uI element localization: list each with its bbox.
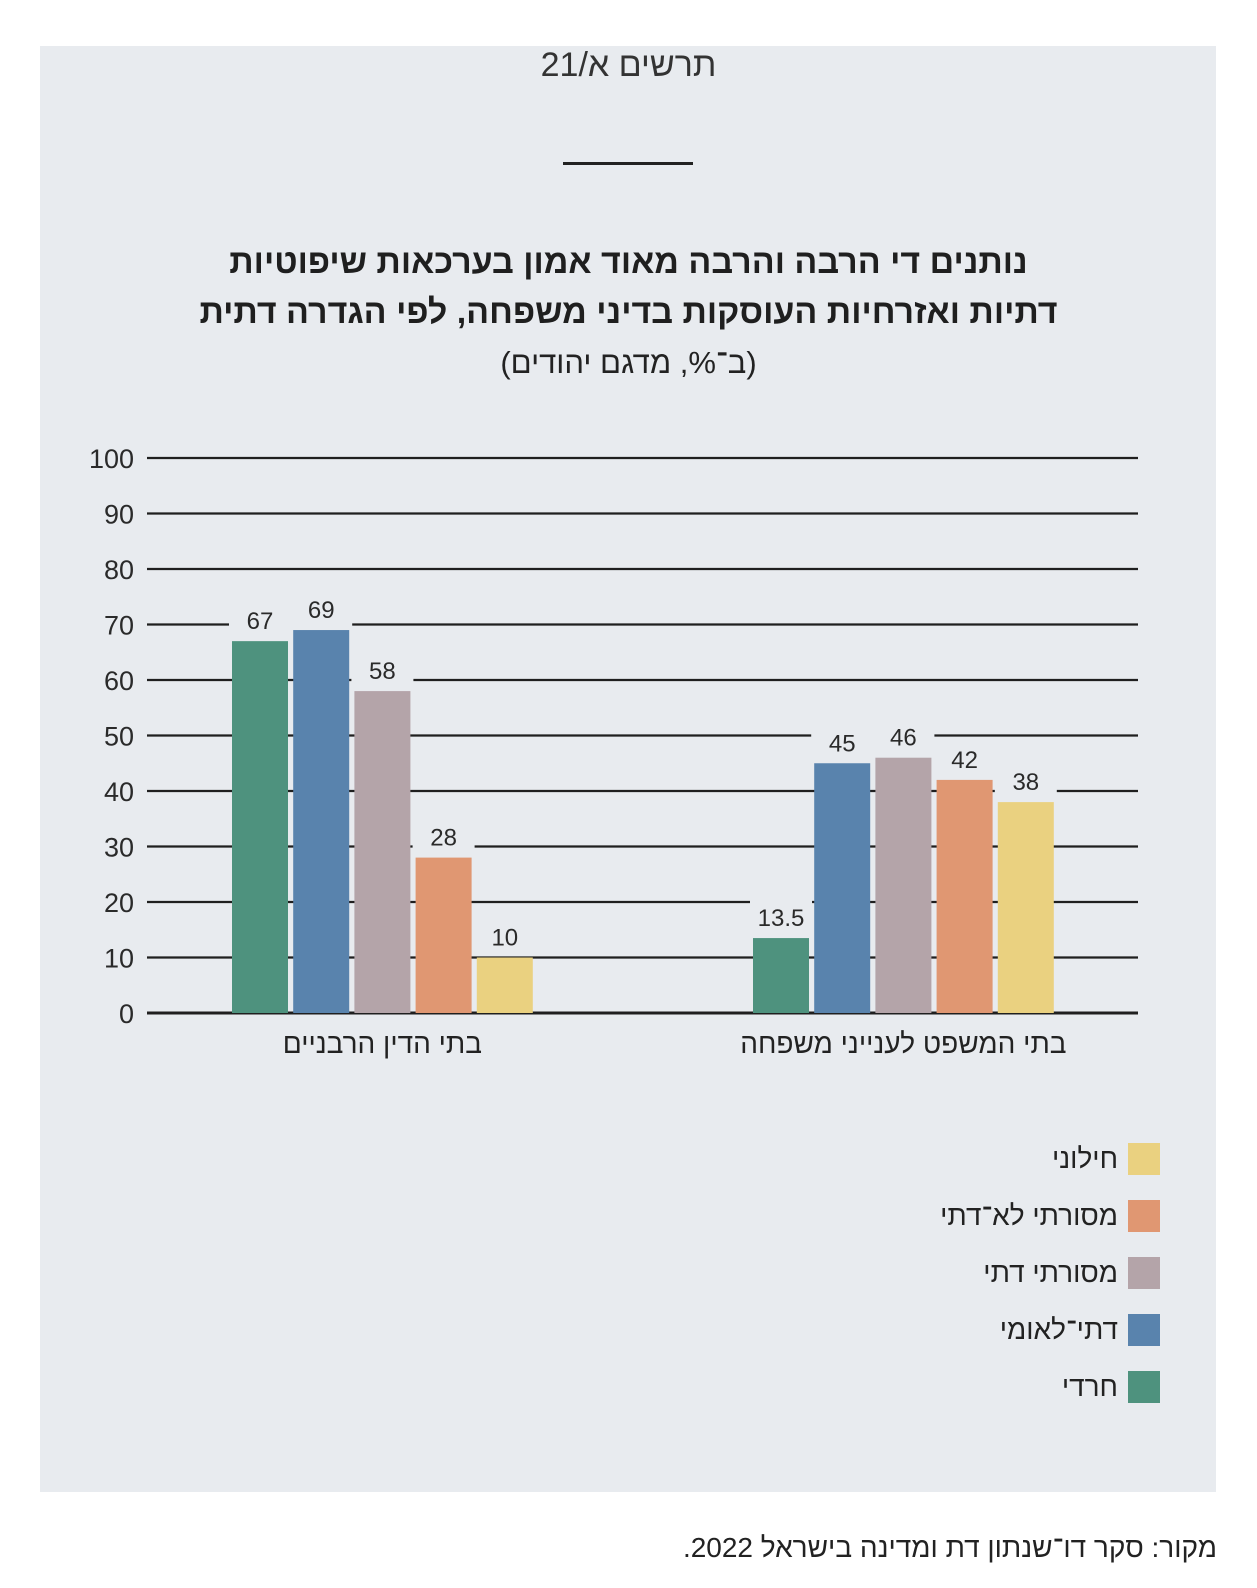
- y-tick-label: 20: [104, 888, 134, 918]
- legend-swatch: [1128, 1257, 1160, 1289]
- bar-value-label: 69: [308, 597, 335, 624]
- legend-swatch: [1128, 1371, 1160, 1403]
- x-category-label: בתי המשפט לענייני משפחה: [740, 1028, 1066, 1059]
- bar-label-bg: [994, 764, 1057, 801]
- bar-label-bg: [351, 653, 414, 690]
- bar-value-label: 45: [829, 730, 856, 757]
- y-tick-label: 90: [104, 500, 134, 530]
- legend-label: מסורתי לא־דתי: [940, 1200, 1118, 1231]
- chart-title-line-2: דתיות ואזרחיות העוסקות בדיני משפחה, לפי …: [199, 293, 1058, 331]
- legend-swatch: [1128, 1143, 1160, 1175]
- bar-value-label: 38: [1012, 769, 1039, 796]
- bar: [814, 763, 871, 1013]
- y-tick-label: 30: [104, 833, 134, 863]
- figure-label: תרשים א/21: [540, 46, 717, 84]
- bar-label-bg: [290, 592, 353, 629]
- bar-value-label: 28: [430, 825, 457, 852]
- y-tick-label: 80: [104, 555, 134, 585]
- legend-swatch: [1128, 1314, 1160, 1346]
- bar-label-bg: [412, 819, 475, 856]
- bar-chart: 0 10 20 30 40 50 60 70 80 90 100 67 69 58 28 10 בתי הדין…: [89, 444, 1138, 1059]
- legend-label: חילוני: [1052, 1143, 1118, 1174]
- y-tick-label: 0: [119, 999, 134, 1029]
- bar-value-label: 67: [247, 608, 274, 635]
- bar: [936, 779, 993, 1013]
- chart-title-line-1: נותנים די הרבה והרבה מאוד אמון בערכאות ש…: [229, 243, 1028, 281]
- y-tick-label: 70: [104, 611, 134, 641]
- bar-label-bg: [229, 603, 291, 640]
- y-tick-label: 50: [104, 722, 134, 752]
- source-note: מקור: סקר דו־שנתון דת ומדינה בישראל 2022…: [682, 1532, 1217, 1563]
- bar-value-label: 42: [951, 747, 978, 774]
- legend-item: דתי־לאומי: [1000, 1313, 1160, 1347]
- bar-label-bg: [933, 741, 996, 778]
- legend-swatch: [1128, 1200, 1160, 1232]
- y-tick-label: 60: [104, 666, 134, 696]
- y-tick-label: 40: [104, 777, 134, 807]
- legend-label: חרדי: [1061, 1371, 1118, 1402]
- legend-item: מסורתי לא־דתי: [940, 1199, 1160, 1233]
- legend-item: מסורתי דתי: [983, 1256, 1160, 1290]
- bar-value-label: 46: [890, 725, 917, 752]
- bar: [415, 857, 472, 1013]
- legend-label: מסורתי דתי: [983, 1257, 1118, 1288]
- chart-subtitle: (ב־%, מדגם יהודים): [500, 345, 757, 380]
- bar-label-bg: [872, 719, 935, 756]
- bar: [476, 957, 533, 1013]
- figure-label-rule: [563, 162, 693, 165]
- legend-item: חרדי: [1062, 1370, 1160, 1404]
- bar: [875, 757, 932, 1013]
- bar-label-bg: [473, 919, 536, 956]
- bar: [232, 641, 288, 1013]
- bar-label-bg: [750, 900, 812, 937]
- y-tick-label: 10: [104, 944, 134, 974]
- bar: [753, 938, 809, 1013]
- x-category-label: בתי הדין הרבניים: [283, 1028, 482, 1059]
- legend-label: דתי־לאומי: [999, 1314, 1118, 1345]
- bar-value-label: 10: [491, 925, 518, 952]
- bar: [354, 691, 411, 1013]
- bar-value-label: 58: [369, 658, 396, 685]
- bar: [997, 802, 1054, 1013]
- y-tick-label: 100: [89, 444, 134, 474]
- bar: [293, 630, 350, 1013]
- bar-value-label: 13.5: [758, 905, 805, 932]
- bar-label-bg: [811, 725, 874, 762]
- legend-item: חילוני: [1052, 1142, 1160, 1176]
